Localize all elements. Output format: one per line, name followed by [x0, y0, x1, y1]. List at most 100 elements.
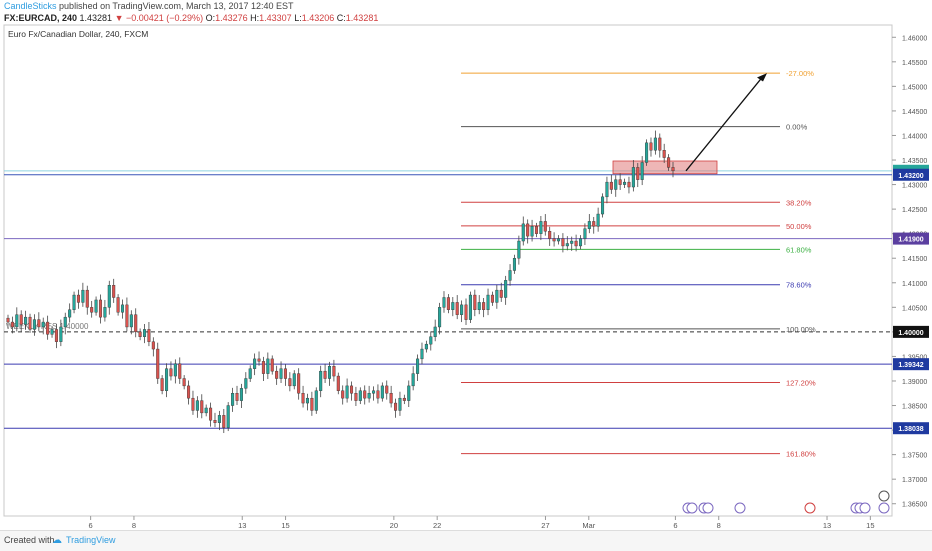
event-icon[interactable] — [702, 502, 714, 514]
candle-body — [182, 378, 186, 387]
low-label: L: — [294, 13, 302, 23]
price-change: ▼ −0.00421 (−0.29%) — [114, 13, 204, 23]
candle-body — [451, 302, 455, 310]
price-chart[interactable]: Euro Fx/Canadian Dollar, 240, FXCM 1.4600… — [0, 0, 932, 530]
fib-level-label: 127.20% — [786, 378, 816, 387]
candle-body — [98, 299, 103, 318]
fib-level-label: 161.80% — [786, 450, 816, 459]
candle-body — [283, 368, 287, 379]
candle-body — [578, 238, 583, 247]
price-badge — [893, 168, 929, 181]
candle-body — [420, 348, 424, 360]
candle-body — [319, 370, 323, 391]
x-tick-label: 6 — [673, 521, 677, 530]
candle-body — [565, 243, 569, 247]
event-icon[interactable] — [686, 502, 698, 514]
candle-body — [618, 179, 622, 185]
y-tick-label: 1.44500 — [902, 109, 927, 116]
fib-level-label: 50.00% — [786, 222, 812, 231]
candle-body — [143, 329, 147, 337]
candle-body — [631, 167, 635, 188]
candle-body — [231, 393, 235, 406]
candle-body — [120, 304, 125, 313]
candle-body — [248, 368, 252, 379]
candle-body — [561, 238, 565, 247]
chart-title: Euro Fx/Canadian Dollar, 240, FXCM — [8, 29, 148, 39]
candle-body — [76, 294, 80, 303]
symbol-label: FX:EURCAD, 240 — [4, 13, 78, 23]
high-value: 1.43307 — [259, 13, 292, 23]
candle-body — [552, 238, 556, 242]
candle-body — [138, 331, 142, 337]
candle-body — [543, 221, 547, 232]
fib-level-label: 38.20% — [786, 198, 812, 207]
candle-body — [609, 181, 613, 190]
candle-body — [165, 368, 169, 391]
candle-body — [477, 302, 481, 310]
candle-body — [411, 373, 415, 387]
candle-body — [204, 407, 208, 414]
candle-body — [59, 326, 63, 342]
candle-body — [213, 420, 217, 423]
candle-body — [385, 385, 389, 394]
author-link[interactable]: CandleSticks — [4, 1, 57, 11]
candle-body — [19, 314, 23, 325]
candle-body — [292, 373, 296, 387]
candle-body — [297, 373, 301, 394]
tradingview-link[interactable]: TradingView — [66, 535, 116, 545]
candle-body — [103, 307, 107, 318]
y-tick-label: 1.39500 — [902, 354, 927, 361]
candle-body — [235, 393, 239, 401]
created-with-label: Created with — [4, 535, 55, 545]
candle-body — [63, 316, 67, 328]
y-tick-label: 1.43500 — [902, 158, 927, 165]
candle-body — [605, 181, 609, 198]
event-icon[interactable] — [734, 502, 746, 514]
event-icon[interactable] — [878, 502, 890, 514]
candle-body — [640, 162, 644, 180]
candle-body — [222, 415, 226, 428]
x-tick-label: 20 — [390, 521, 398, 530]
event-icon[interactable] — [804, 502, 816, 514]
candle-body — [653, 137, 657, 151]
candle-body — [636, 167, 640, 180]
y-tick-label: 1.39000 — [902, 379, 927, 386]
candle-body — [239, 388, 243, 401]
candle-body — [433, 326, 437, 337]
candle-body — [244, 378, 248, 389]
candle-body — [402, 397, 406, 401]
candle-body — [645, 142, 649, 163]
candle-body — [592, 221, 596, 227]
candle-body — [389, 393, 393, 404]
event-icon[interactable] — [859, 502, 871, 514]
price-badge-label: 1.41900 — [898, 237, 923, 244]
fib-level-label: 0.00% — [786, 123, 808, 132]
candle-body — [305, 397, 309, 404]
candle-body — [191, 397, 195, 411]
price-badge-label: 1.39342 — [898, 362, 923, 369]
candle-body — [508, 270, 512, 281]
candle-body — [623, 181, 627, 185]
x-tick-label: 6 — [89, 521, 93, 530]
candle-body — [627, 181, 631, 188]
candle-body — [266, 358, 270, 374]
x-tick-label: Mar — [582, 521, 595, 530]
candle-body — [407, 385, 411, 401]
candle-body — [649, 142, 653, 151]
candle-body — [495, 289, 499, 303]
high-label: H: — [250, 13, 260, 23]
candle-body — [601, 196, 605, 215]
candle-body — [187, 385, 191, 399]
candle-body — [662, 150, 666, 158]
candle-body — [94, 299, 98, 313]
price-badge — [893, 358, 929, 371]
candle-body — [416, 358, 420, 374]
candle-body — [534, 226, 538, 234]
candle-body — [587, 221, 591, 229]
candle-body — [116, 297, 120, 313]
candle-body — [129, 314, 133, 328]
candle-body — [32, 319, 36, 330]
event-icon[interactable] — [878, 490, 890, 502]
last-price: 1.43281 — [79, 13, 113, 23]
x-tick-label: 15 — [866, 521, 874, 530]
